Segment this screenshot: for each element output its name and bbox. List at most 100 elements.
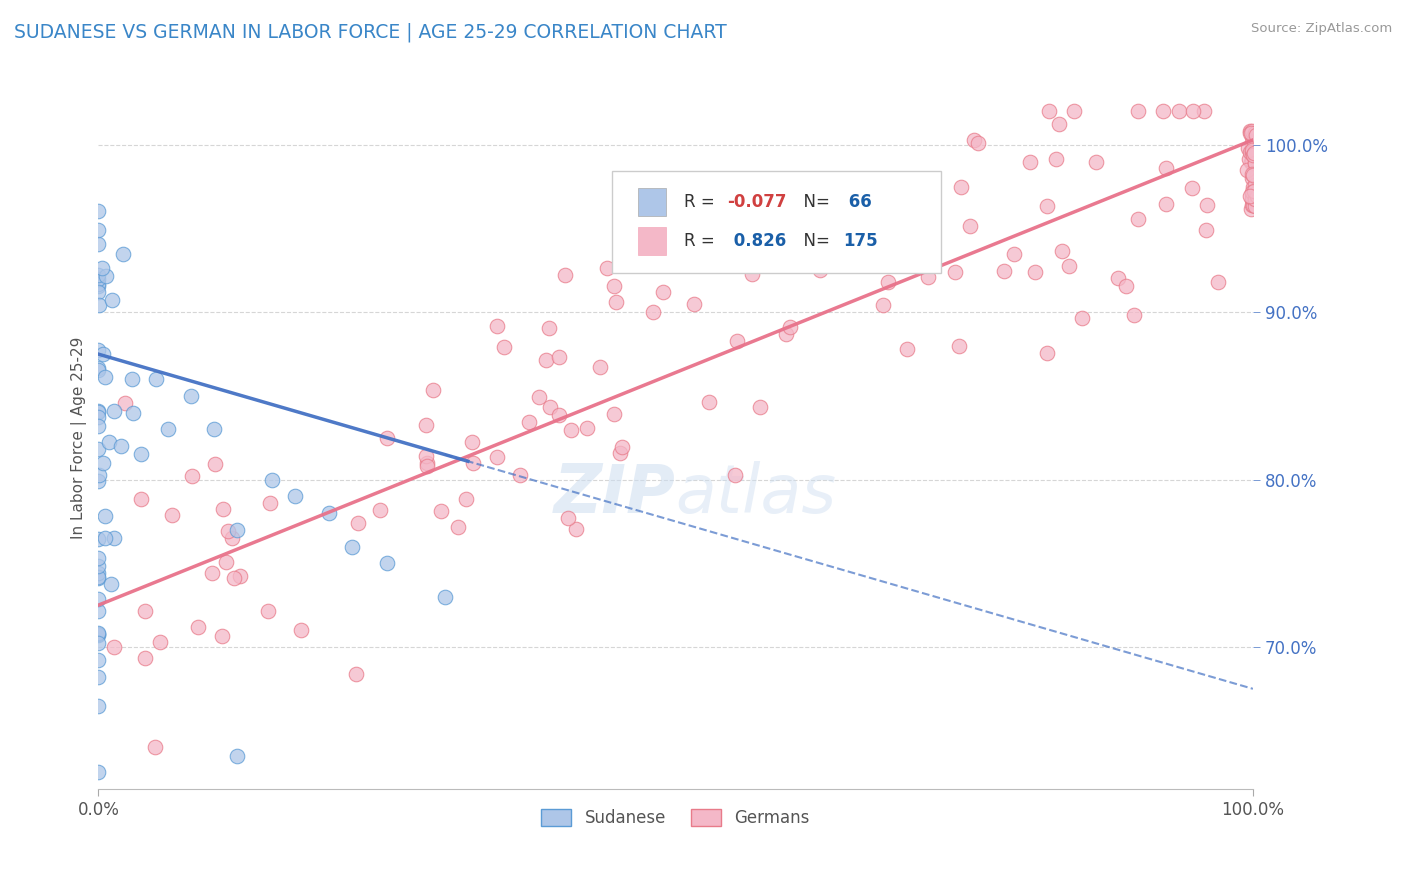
Point [1244,192,1267,206]
Point [1045,153,1067,167]
Point [97,434,120,449]
Text: ZIP: ZIP [554,461,676,527]
Point [1243,187,1265,202]
Point [100,577,122,591]
Point [1035,346,1057,360]
Point [741,267,763,281]
Point [110,439,132,453]
Point [1123,308,1146,322]
Point [87,653,110,667]
Point [415,449,437,463]
Point [1239,189,1261,203]
Point [721,192,744,206]
Y-axis label: In Labor Force | Age 25-29: In Labor Force | Age 25-29 [72,336,87,539]
Point [1168,104,1191,119]
Point [342,540,364,554]
Point [94,269,117,284]
Point [87,559,110,574]
Point [87,363,110,377]
Point [131,447,153,461]
Point [134,651,156,665]
Point [87,532,110,546]
Point [1038,104,1060,119]
Point [87,343,110,357]
Point [93,370,115,384]
Point [683,297,706,311]
Point [221,531,243,545]
Point [486,450,509,464]
Point [87,627,110,641]
Point [87,765,110,780]
Point [1152,104,1174,119]
Point [808,263,831,277]
Point [848,185,870,199]
Point [103,404,125,418]
Point [1239,126,1261,140]
Point [344,666,367,681]
Point [212,501,235,516]
Point [145,372,167,386]
Point [1181,104,1204,119]
Point [1059,259,1081,273]
Point [180,389,202,403]
Point [224,571,246,585]
Point [87,550,110,565]
Point [831,203,853,218]
Point [1243,127,1265,141]
Point [1244,156,1267,170]
Point [257,604,280,618]
Point [1240,197,1263,211]
Point [1239,202,1261,216]
Point [202,422,225,436]
Point [91,456,114,470]
Point [557,511,579,525]
Point [370,503,392,517]
Point [1237,153,1260,167]
Point [1243,135,1265,149]
Point [1192,104,1215,119]
Point [1240,124,1263,138]
Point [1246,128,1268,142]
Point [872,298,894,312]
Text: Source: ZipAtlas.com: Source: ZipAtlas.com [1251,22,1392,36]
Point [1241,147,1264,161]
Text: atlas: atlas [676,461,837,527]
Point [87,203,110,218]
Point [87,222,110,236]
Point [917,270,939,285]
Point [1243,148,1265,162]
Point [454,491,477,506]
Point [87,570,110,584]
Point [1115,279,1137,293]
Point [461,456,484,470]
Point [1002,247,1025,261]
Point [91,347,114,361]
Point [101,293,124,307]
Point [610,440,633,454]
Point [1052,244,1074,258]
Point [603,278,626,293]
Point [554,268,576,282]
Point [87,404,110,418]
Point [1240,136,1263,151]
Point [1241,185,1264,199]
Point [1240,171,1263,186]
Point [1239,124,1261,138]
Point [87,628,110,642]
Point [215,555,238,569]
Point [605,295,627,310]
Point [1085,154,1108,169]
Point [1247,190,1270,204]
Point [560,423,582,437]
Point [122,406,145,420]
Point [1240,144,1263,158]
Point [1243,146,1265,161]
Point [187,620,209,634]
Point [486,318,509,333]
Point [90,260,112,275]
Point [1240,146,1263,161]
Point [877,276,900,290]
Point [779,320,801,334]
Point [724,467,747,482]
Point [225,523,247,537]
